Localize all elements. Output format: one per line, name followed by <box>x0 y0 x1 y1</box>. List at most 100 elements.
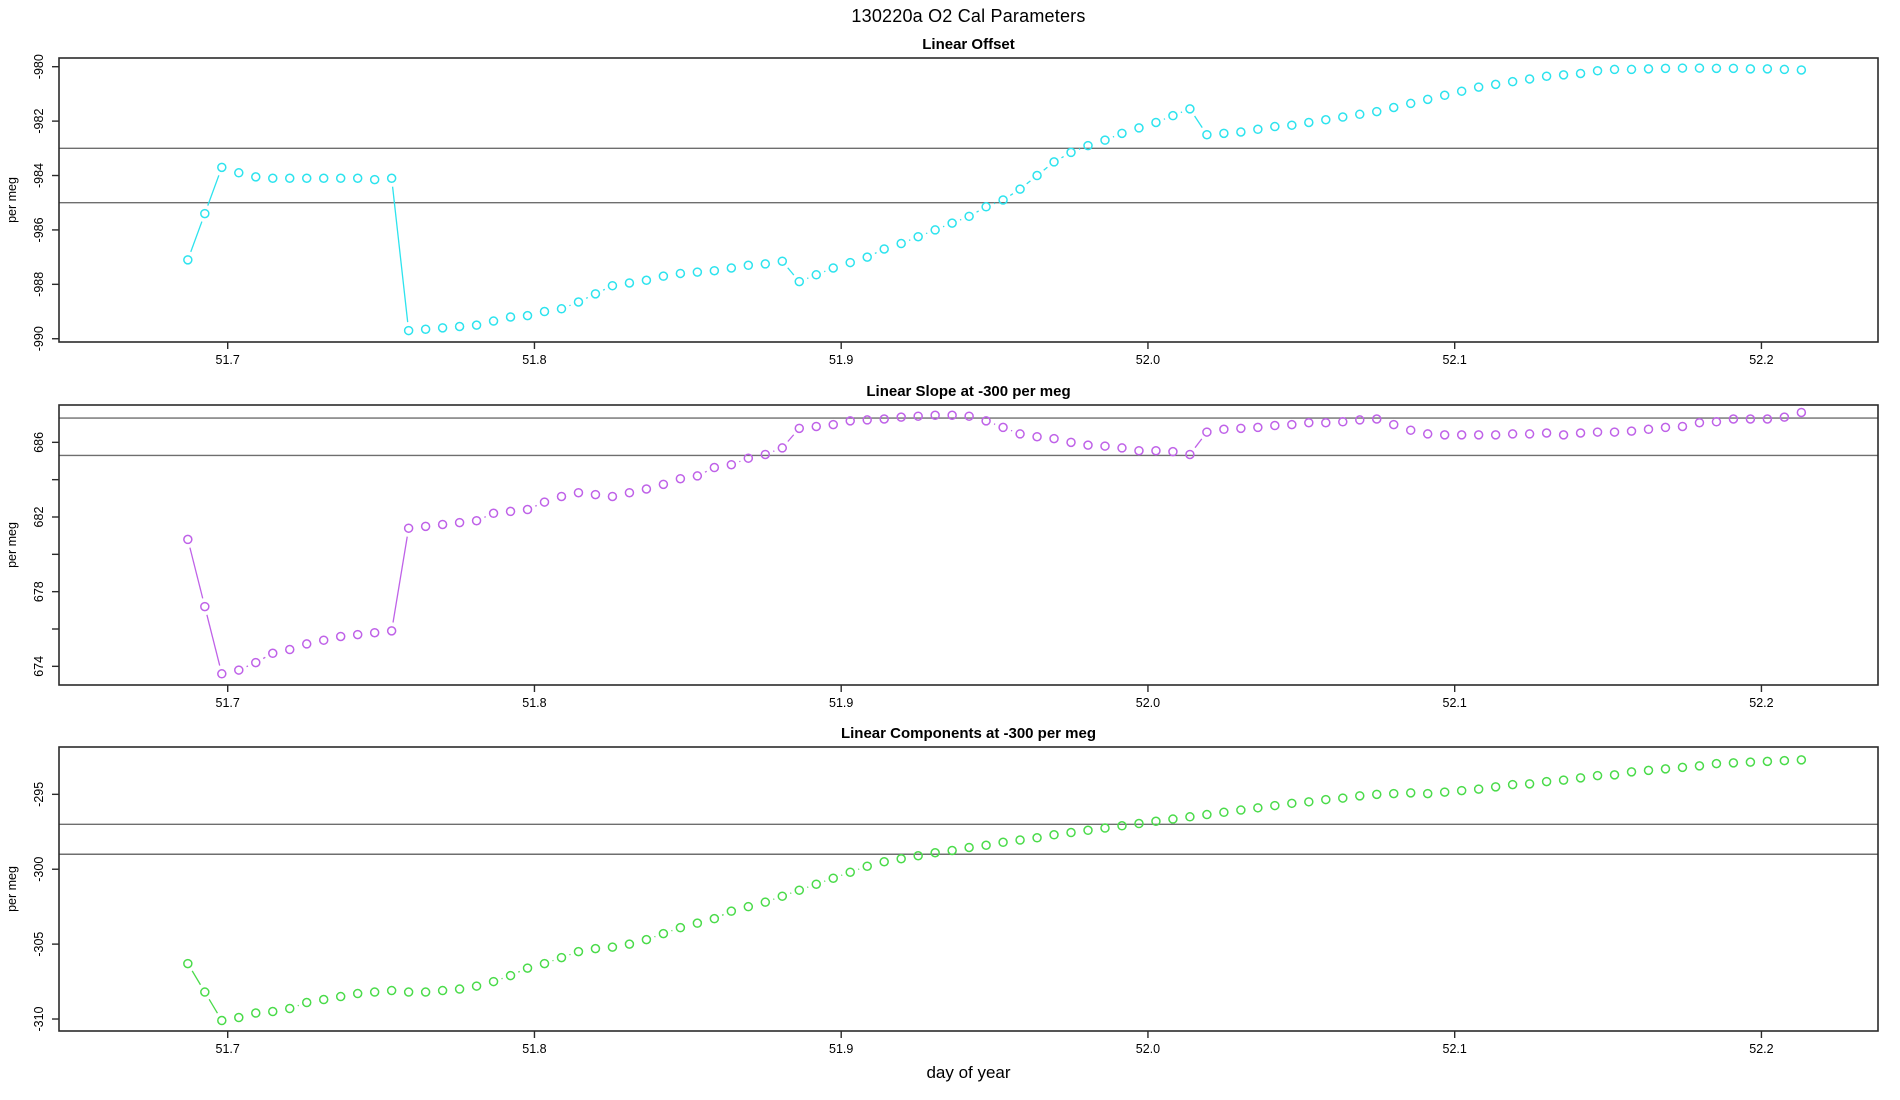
data-point-marker <box>1355 415 1365 425</box>
panel-2: Linear Slope at -300 per meg 51.7 51.8 51.9… <box>5 383 1879 710</box>
data-point-marker <box>1321 115 1331 125</box>
x-tick-label: 51.7 <box>216 353 240 367</box>
data-point-marker <box>692 471 703 481</box>
data-point-marker <box>1762 756 1773 767</box>
data-point-marker <box>1388 419 1399 430</box>
x-tick-label: 52.0 <box>1136 1042 1160 1056</box>
data-point-marker <box>1168 446 1178 457</box>
y-tick-label: -980 <box>32 54 46 79</box>
data-point-marker <box>1660 63 1671 74</box>
data-point-marker <box>794 276 805 287</box>
data-point-marker <box>1711 758 1722 769</box>
y-tick-label: -310 <box>32 1006 46 1031</box>
data-point-marker <box>1422 94 1433 105</box>
x-tick-label: 52.0 <box>1136 696 1160 710</box>
data-point-marker <box>862 252 872 262</box>
data-point-marker <box>386 985 397 996</box>
data-point-marker <box>1507 779 1518 790</box>
series-segment <box>208 999 219 1014</box>
y-tick-label: -982 <box>32 109 46 134</box>
data-point-marker <box>777 891 788 901</box>
data-point-marker <box>183 255 193 265</box>
data-point-marker <box>658 928 669 939</box>
data-point-marker <box>896 412 906 422</box>
panel-border <box>58 57 1879 343</box>
data-point-marker <box>1371 789 1382 800</box>
data-point-marker <box>1711 63 1722 74</box>
series-segment <box>190 221 203 253</box>
data-point-marker <box>318 994 329 1005</box>
data-point-marker <box>1355 791 1365 801</box>
data-point-marker <box>607 280 618 291</box>
data-point-marker <box>913 411 923 421</box>
data-point-marker <box>675 268 686 279</box>
data-point-marker <box>234 1012 244 1023</box>
x-tick-label: 52.2 <box>1749 1042 1773 1056</box>
data-point-marker <box>760 259 771 269</box>
data-point-marker <box>1558 70 1569 80</box>
data-point-marker <box>1151 445 1161 456</box>
x-tick-label: 51.9 <box>829 696 853 710</box>
data-point-marker <box>284 1003 295 1014</box>
data-point-marker <box>251 172 261 182</box>
data-point-marker <box>200 601 210 612</box>
data-point-marker <box>964 411 974 421</box>
data-point-marker <box>251 1008 261 1018</box>
data-point-marker <box>1151 816 1161 827</box>
y-tick-label: 674 <box>32 656 46 677</box>
data-point-marker <box>1456 785 1467 796</box>
data-point-marker <box>879 414 889 424</box>
data-point-marker <box>335 991 346 1002</box>
data-point-marker <box>471 320 482 330</box>
data-point-marker <box>1524 74 1535 84</box>
data-point-marker <box>1236 423 1246 434</box>
data-point-marker <box>1643 765 1654 776</box>
data-point-marker <box>709 462 720 473</box>
data-point-marker <box>1575 428 1586 438</box>
data-point-marker <box>658 479 669 490</box>
data-point-marker <box>998 837 1008 848</box>
series-segment <box>1026 180 1031 185</box>
data-point-marker <box>471 981 482 991</box>
data-point-marker <box>1541 428 1552 438</box>
data-point-marker <box>1490 430 1501 440</box>
data-point-marker <box>1677 63 1688 73</box>
data-point-marker <box>930 410 940 421</box>
data-point-marker <box>183 958 193 969</box>
data-point-marker <box>862 861 872 871</box>
data-point-marker <box>369 174 380 185</box>
data-point-marker <box>1100 135 1110 145</box>
series-segment <box>391 186 409 323</box>
data-point-marker <box>217 162 227 173</box>
data-point-marker <box>1202 129 1212 140</box>
data-point-marker <box>1405 98 1416 109</box>
data-point-marker <box>1219 128 1229 139</box>
data-point-marker <box>828 263 838 273</box>
data-point-marker <box>726 906 737 916</box>
data-point-marker <box>1541 776 1552 787</box>
data-point-marker <box>1575 68 1586 79</box>
data-point-marker <box>981 202 991 212</box>
data-point-marker <box>420 324 431 334</box>
data-point-marker <box>1677 762 1688 773</box>
data-point-marker <box>1405 425 1416 435</box>
data-point-marker <box>437 985 448 996</box>
series-segment <box>1061 155 1064 159</box>
data-point-marker <box>488 508 499 519</box>
data-point-marker <box>1592 770 1603 781</box>
data-point-marker <box>420 521 431 532</box>
data-point-marker <box>1049 157 1059 167</box>
data-point-marker <box>709 265 720 276</box>
x-tick-label: 52.1 <box>1443 353 1467 367</box>
data-point-marker <box>1592 427 1603 437</box>
x-tick-label: 52.2 <box>1749 696 1773 710</box>
data-point-marker <box>1473 82 1484 92</box>
data-point-marker <box>1304 117 1314 128</box>
data-point-marker <box>1490 782 1501 792</box>
data-point-marker <box>624 278 635 288</box>
data-point-marker <box>607 491 618 502</box>
data-point-marker <box>947 218 957 228</box>
data-point-marker <box>1117 821 1127 831</box>
data-point-marker <box>641 934 652 945</box>
